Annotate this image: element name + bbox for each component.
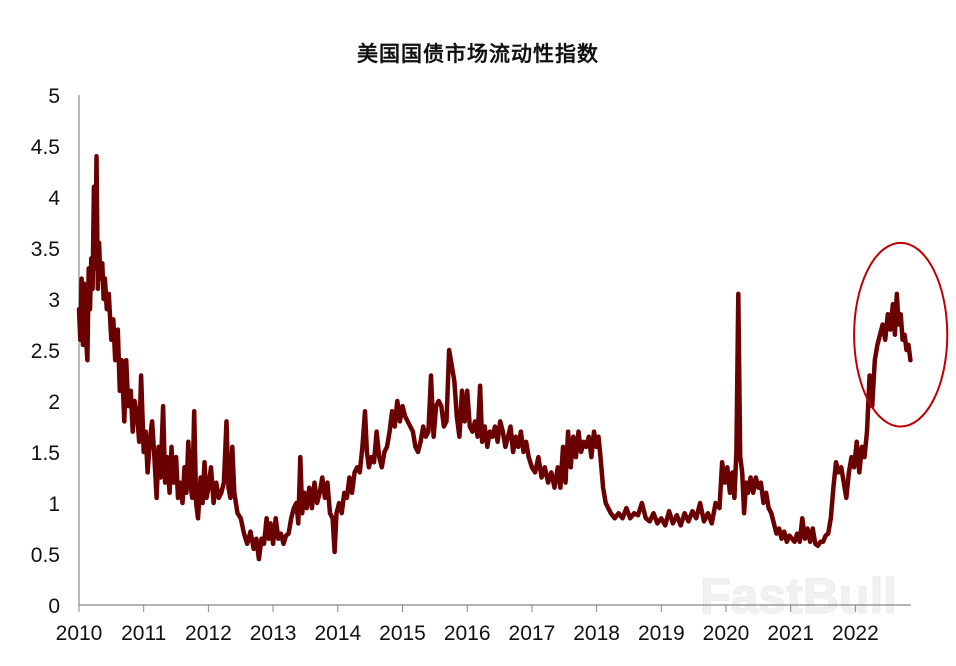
y-tick-label: 4.5	[31, 136, 60, 159]
y-tick-label: 1.5	[31, 442, 60, 465]
y-tick-label: 4	[48, 187, 60, 210]
x-tick-label: 2016	[444, 622, 491, 645]
x-tick-label: 2011	[121, 622, 166, 645]
y-tick-label: 1	[48, 493, 60, 516]
y-tick-label: 2	[48, 391, 60, 414]
y-tick-label: 3.5	[31, 238, 60, 261]
y-axis-tick-labels: 0 0.5 1 1.5 2 2.5 3 3.5 4 4.5 5	[31, 85, 61, 618]
x-axis-ticks: 2010 2011 2012 2013 2014 2015 2016 2017 2018 2019…	[56, 605, 879, 645]
series-line	[76, 153, 913, 562]
x-tick-label: 2018	[573, 622, 620, 645]
x-tick-label: 2013	[250, 622, 297, 645]
x-tick-label: 2015	[379, 622, 426, 645]
x-tick-label: 2021	[767, 622, 814, 645]
x-tick-label: 2012	[185, 622, 232, 645]
x-tick-label: 2017	[509, 622, 556, 645]
y-tick-label: 2.5	[31, 340, 60, 363]
y-tick-label: 3	[48, 289, 60, 312]
y-tick-label: 0	[48, 595, 60, 618]
x-tick-label: 2014	[314, 622, 361, 645]
x-tick-label: 2019	[638, 622, 685, 645]
x-tick-label: 2020	[703, 622, 750, 645]
y-tick-label: 0.5	[31, 544, 60, 567]
y-tick-label: 5	[48, 85, 60, 108]
x-tick-label: 2010	[56, 622, 103, 645]
highlight-ellipse	[853, 241, 949, 428]
chart-title: 美国国债市场流动性指数	[357, 42, 599, 66]
x-tick-label: 2022	[832, 622, 879, 645]
watermark-text: FastBull	[700, 568, 897, 624]
